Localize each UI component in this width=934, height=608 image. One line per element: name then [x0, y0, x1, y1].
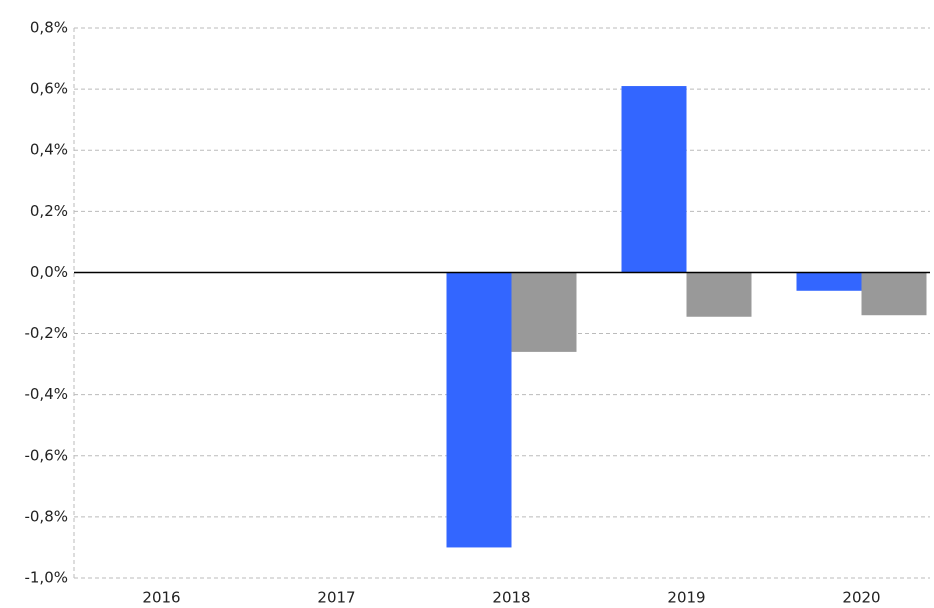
x-tick-label: 2018	[492, 589, 530, 607]
y-tick-label: -1,0%	[24, 569, 68, 587]
y-tick-label: -0,2%	[24, 324, 68, 342]
y-tick-label: -0,6%	[24, 446, 68, 464]
bar	[861, 272, 927, 316]
x-tick-label: 2016	[142, 589, 180, 607]
bar	[446, 272, 512, 548]
x-tick-label: 2019	[667, 589, 705, 607]
bar	[621, 86, 687, 273]
y-tick-label: -0,8%	[24, 507, 68, 525]
bar	[686, 272, 752, 317]
y-tick-label: 0,0%	[30, 263, 68, 281]
bar	[796, 272, 862, 291]
y-tick-label: 0,6%	[30, 80, 68, 98]
x-tick-label: 2017	[317, 589, 355, 607]
y-tick-label: 0,2%	[30, 202, 68, 220]
y-tick-label: 0,4%	[30, 141, 68, 159]
bar	[511, 272, 577, 352]
y-tick-label: -0,4%	[24, 385, 68, 403]
x-tick-label: 2020	[842, 589, 880, 607]
y-tick-label: 0,8%	[30, 19, 68, 37]
